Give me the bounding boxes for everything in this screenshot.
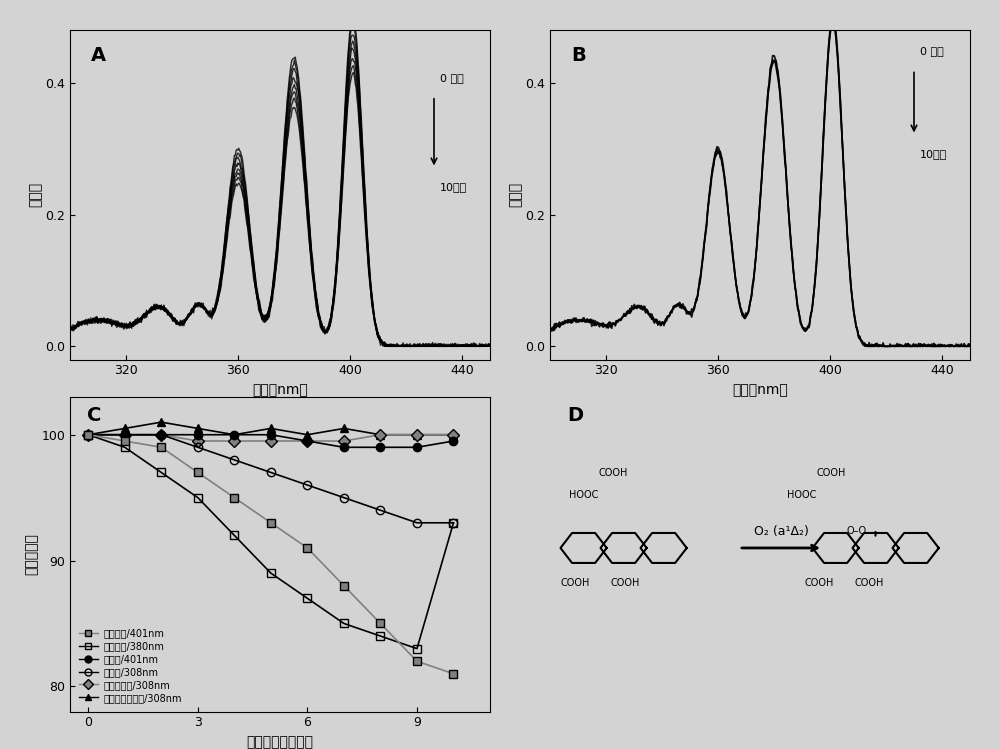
Text: D: D (567, 407, 583, 425)
Text: COOH: COOH (817, 467, 846, 478)
Y-axis label: 相对吸收値: 相对吸收値 (24, 533, 38, 575)
Text: O–O: O–O (847, 526, 867, 536)
Text: HOOC: HOOC (569, 490, 598, 500)
Text: COOH: COOH (611, 577, 640, 588)
Legend: 复合胶束/401nm, 复合胶束/380nm, 单胶束/401nm, 单胶束/308nm, 只有捕获剂/308nm, 复合胶束无光照/308nm: 复合胶束/401nm, 复合胶束/380nm, 单胶束/401nm, 单胶束/3… (75, 625, 185, 707)
Text: 10分钟: 10分钟 (920, 148, 947, 159)
Text: B: B (571, 46, 586, 65)
X-axis label: 波长（nmＩ: 波长（nmＩ (732, 383, 788, 397)
Y-axis label: 吸收値: 吸收値 (508, 182, 522, 207)
Text: 10分钟: 10分钟 (440, 181, 467, 192)
X-axis label: 光照时间（分钟）: 光照时间（分钟） (246, 735, 314, 749)
Text: C: C (87, 407, 101, 425)
Text: HOOC: HOOC (787, 490, 817, 500)
Text: COOH: COOH (804, 577, 833, 588)
Text: A: A (91, 46, 106, 65)
X-axis label: 波长（nmＩ: 波长（nmＩ (252, 383, 308, 397)
Text: COOH: COOH (855, 577, 884, 588)
Y-axis label: 吸收値: 吸收値 (28, 182, 42, 207)
Text: COOH: COOH (598, 467, 628, 478)
Text: COOH: COOH (561, 577, 590, 588)
Text: O₂ (a¹Δ₂): O₂ (a¹Δ₂) (754, 525, 808, 539)
Text: 0 分钟: 0 分钟 (440, 73, 463, 82)
Text: 0 分钟: 0 分钟 (920, 46, 943, 56)
